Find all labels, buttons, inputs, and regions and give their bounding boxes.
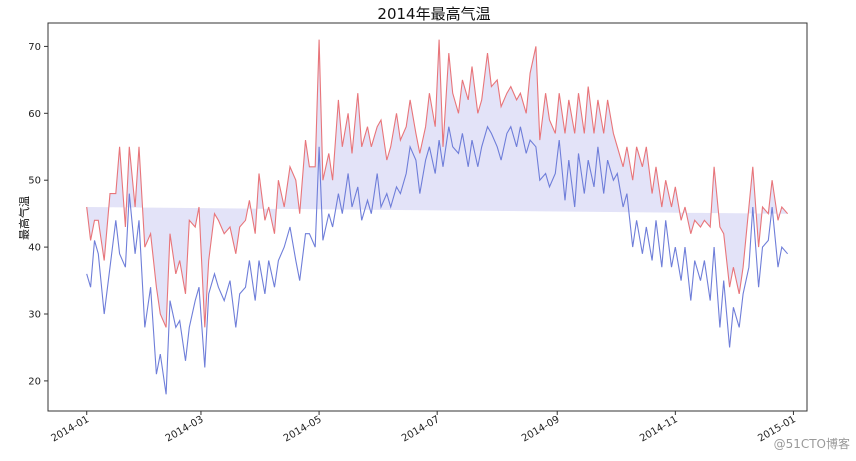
- y-axis-ticks: 20 30 40 50 60 70: [28, 42, 48, 387]
- x-tick-label: 2014-07: [400, 414, 442, 444]
- series-line-low: [86, 125, 789, 395]
- y-tick-label: 50: [28, 176, 41, 187]
- x-tick-label: 2014-09: [520, 414, 562, 444]
- plot-frame: [47, 22, 808, 412]
- y-axis-label: 最高气温: [17, 196, 31, 240]
- y-tick-label: 40: [28, 243, 41, 254]
- x-axis-ticks: 2014-01 2014-03 2014-05 2014-07 2014-09 2014-…: [50, 411, 798, 444]
- x-tick-label: 2014-11: [638, 414, 680, 444]
- series-line-high: [86, 39, 789, 328]
- y-tick-label: 60: [28, 109, 41, 120]
- fill-between-band: [86, 39, 788, 328]
- y-tick-label: 70: [28, 42, 41, 53]
- watermark: @51CTO博客: [774, 436, 850, 451]
- y-tick-label: 20: [28, 376, 41, 387]
- x-tick-label: 2014-01: [50, 414, 92, 444]
- x-tick-label: 2014-05: [282, 414, 324, 444]
- y-tick-label: 30: [28, 310, 41, 321]
- chart-title: 2014年最高气温: [377, 5, 490, 23]
- x-tick-label: 2014-03: [164, 414, 206, 444]
